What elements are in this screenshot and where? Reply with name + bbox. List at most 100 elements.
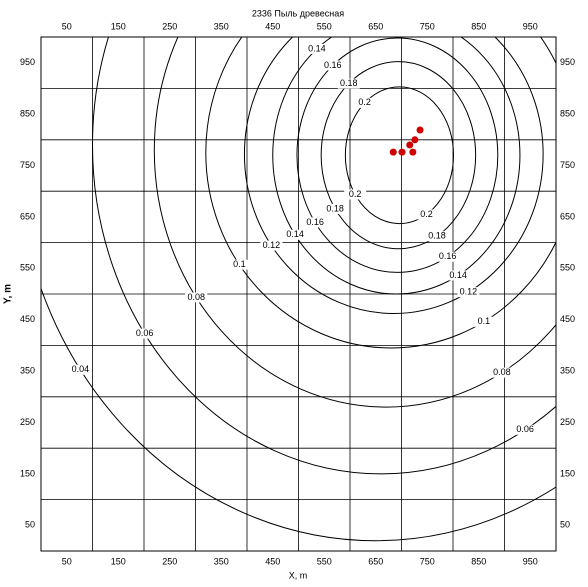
contour-line	[272, 37, 521, 295]
contour-line	[153, 37, 556, 408]
contour-label-bg	[133, 328, 156, 339]
x-tick-label: 350	[214, 556, 229, 566]
contour-label: 0.16	[439, 251, 457, 261]
y-tick-label: 150	[20, 468, 35, 478]
contour-label-bg	[490, 367, 513, 378]
contour-label: 0.16	[324, 60, 342, 70]
contour-line	[344, 86, 455, 225]
x-tick-label: 650	[368, 556, 383, 566]
y-tick-label: 750	[20, 160, 35, 170]
contour-label-bg	[304, 217, 327, 228]
y-tick-label: 50	[560, 520, 570, 530]
contour-label-bg	[284, 229, 307, 240]
contour-label: 0.12	[263, 240, 281, 250]
contour-label-bg	[353, 97, 376, 108]
contour-line	[296, 37, 499, 273]
x-tick-label: 150	[111, 21, 126, 31]
x-tick-label: 750	[420, 21, 435, 31]
contour-label: 0.14	[286, 229, 304, 239]
contour-label-bg	[185, 292, 208, 303]
contour-label-bg	[426, 231, 449, 242]
contour-line	[243, 37, 544, 314]
contour-line	[205, 37, 556, 349]
x-tick-label: 50	[62, 556, 72, 566]
contour-label: 0.08	[187, 292, 205, 302]
x-tick-label: 950	[523, 21, 538, 31]
source-point	[411, 136, 419, 144]
x-tick-label: 550	[317, 21, 332, 31]
contour-label: 0.16	[306, 217, 324, 227]
y-tick-label: 250	[20, 417, 35, 427]
contour-label-bg	[324, 203, 347, 214]
x-tick-label: 450	[265, 21, 280, 31]
x-tick-label: 350	[214, 21, 229, 31]
y-tick-label: 950	[560, 57, 575, 67]
y-tick-label: 850	[20, 108, 35, 118]
y-tick-label: 850	[560, 108, 575, 118]
y-tick-label: 450	[560, 314, 575, 324]
contour-label-bg	[415, 209, 438, 220]
contour-label: 0.06	[136, 328, 154, 338]
source-point	[409, 148, 417, 156]
contour-label-bg	[514, 424, 537, 435]
x-tick-label: 550	[317, 556, 332, 566]
contour-label-bg	[337, 78, 360, 89]
contour-label-bg	[69, 364, 92, 375]
contour-label: 0.18	[326, 203, 344, 213]
contour-label: 0.2	[349, 189, 362, 199]
y-tick-label: 450	[20, 314, 35, 324]
contour-label: 0.2	[358, 97, 371, 107]
y-tick-label: 550	[20, 263, 35, 273]
x-tick-label: 650	[368, 21, 383, 31]
contour-label: 0.06	[516, 424, 534, 434]
y-tick-label: 750	[560, 160, 575, 170]
contour-label-bg	[228, 259, 251, 270]
source-point	[389, 148, 397, 156]
x-tick-label: 250	[162, 21, 177, 31]
source-point	[416, 126, 424, 134]
y-tick-label: 150	[560, 468, 575, 478]
source-point	[406, 141, 414, 149]
y-tick-label: 350	[20, 365, 35, 375]
contour-label: 0.12	[460, 287, 478, 297]
x-axis-label: X, m	[289, 570, 308, 580]
chart-title: 2336 Пыль древесная	[252, 8, 344, 18]
x-tick-label: 850	[471, 21, 486, 31]
contour-label-bg	[447, 270, 470, 281]
contour-label: 0.1	[478, 316, 491, 326]
y-tick-label: 350	[560, 365, 575, 375]
y-tick-label: 250	[560, 417, 575, 427]
contour-label: 0.1	[233, 259, 246, 269]
x-tick-label: 450	[265, 556, 280, 566]
contour-label-bg	[344, 189, 367, 200]
contour-label-bg	[472, 316, 495, 327]
contour-label: 0.14	[308, 43, 326, 53]
y-tick-label: 50	[25, 520, 35, 530]
x-tick-label: 50	[62, 21, 72, 31]
contour-label: 0.2	[420, 209, 433, 219]
contour-label: 0.04	[72, 364, 90, 374]
y-tick-label: 650	[20, 211, 35, 221]
y-tick-label: 650	[560, 211, 575, 221]
contour-label-bg	[321, 60, 344, 71]
plot-frame	[40, 36, 557, 552]
contour-label: 0.08	[493, 367, 511, 377]
contour-line	[92, 37, 556, 475]
y-axis-label: Y, m	[3, 284, 14, 304]
contour-line	[320, 61, 477, 250]
x-tick-label: 750	[420, 556, 435, 566]
plot-area: 0.040.060.060.080.080.10.10.120.120.140.…	[41, 37, 556, 551]
x-tick-label: 150	[111, 556, 126, 566]
x-tick-label: 850	[471, 556, 486, 566]
contour-label-bg	[305, 43, 328, 54]
x-tick-label: 250	[162, 556, 177, 566]
y-tick-label: 950	[20, 57, 35, 67]
contour-label-bg	[436, 251, 459, 262]
contour-label-bg	[260, 240, 283, 251]
y-tick-label: 550	[560, 263, 575, 273]
contour-label: 0.14	[449, 270, 467, 280]
contour-line	[41, 286, 556, 542]
